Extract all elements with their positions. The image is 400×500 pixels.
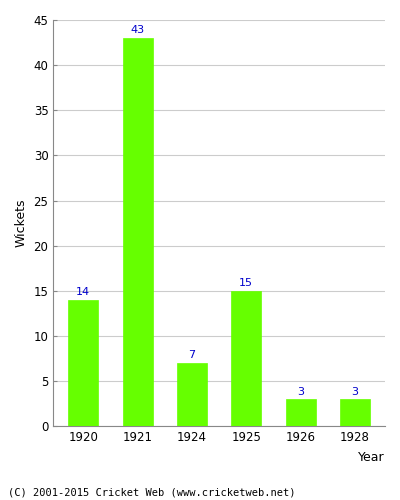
Text: 3: 3 [352,386,358,396]
Text: Year: Year [358,451,385,464]
Text: 7: 7 [188,350,196,360]
Bar [340,400,370,426]
Bar [286,400,316,426]
Y-axis label: Wickets: Wickets [15,199,28,248]
Text: 14: 14 [76,288,90,298]
Text: (C) 2001-2015 Cricket Web (www.cricketweb.net): (C) 2001-2015 Cricket Web (www.cricketwe… [8,488,296,498]
Bar [123,38,152,426]
Bar [231,291,261,426]
Text: 15: 15 [239,278,253,288]
Bar [68,300,98,426]
Text: 43: 43 [130,26,145,36]
Text: 3: 3 [297,386,304,396]
Bar [177,363,207,426]
